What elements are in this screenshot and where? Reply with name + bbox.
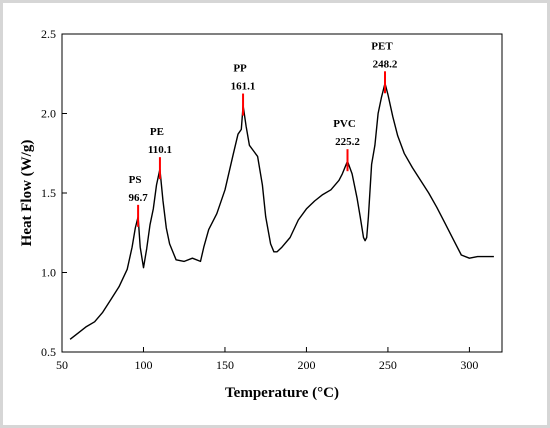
y-tick-label: 2.5 [41, 27, 56, 41]
x-tick-label: 250 [379, 358, 397, 372]
peak-value-label: 248.2 [373, 58, 398, 70]
peak-name-label: PE [150, 126, 164, 138]
x-axis-title: Temperature (°C) [225, 385, 339, 401]
y-tick-label: 2.0 [41, 107, 56, 121]
peak-value-label: 225.2 [335, 136, 360, 148]
peak-annotations: 96.7 PS 110.1 PE 161.1 PP 225.2 PVC 248.2 PET [128, 40, 398, 227]
x-tick-label: 150 [216, 358, 234, 372]
heat-flow-chart: 50 100 150 200 250 300 0.5 1.0 1.5 2.0 2.5 96.7 PS 1… [19, 27, 503, 401]
x-tick-label: 50 [56, 358, 68, 372]
x-tick-label: 200 [297, 358, 315, 372]
y-tick-label: 1.5 [41, 186, 56, 200]
x-tick-label: 300 [460, 358, 478, 372]
peak-value-label: 161.1 [231, 81, 256, 93]
peak-value-label: 110.1 [148, 144, 172, 156]
y-tick-label: 1.0 [41, 266, 56, 280]
figure-frame: 50 100 150 200 250 300 0.5 1.0 1.5 2.0 2.5 96.7 PS 1… [3, 3, 547, 425]
peak-name-label: PS [129, 174, 142, 186]
heat-flow-line [69, 82, 494, 340]
axis-ticks: 50 100 150 200 250 300 0.5 1.0 1.5 2.0 2.5 [41, 27, 478, 372]
x-tick-label: 100 [134, 358, 152, 372]
y-tick-label: 0.5 [41, 345, 56, 359]
peak-name-label: PVC [333, 118, 356, 130]
peak-value-label: 96.7 [128, 192, 148, 204]
peak-name-label: PET [371, 40, 393, 52]
peak-name-label: PP [233, 63, 247, 75]
y-axis-title: Heat Flow (W/g) [19, 140, 35, 247]
